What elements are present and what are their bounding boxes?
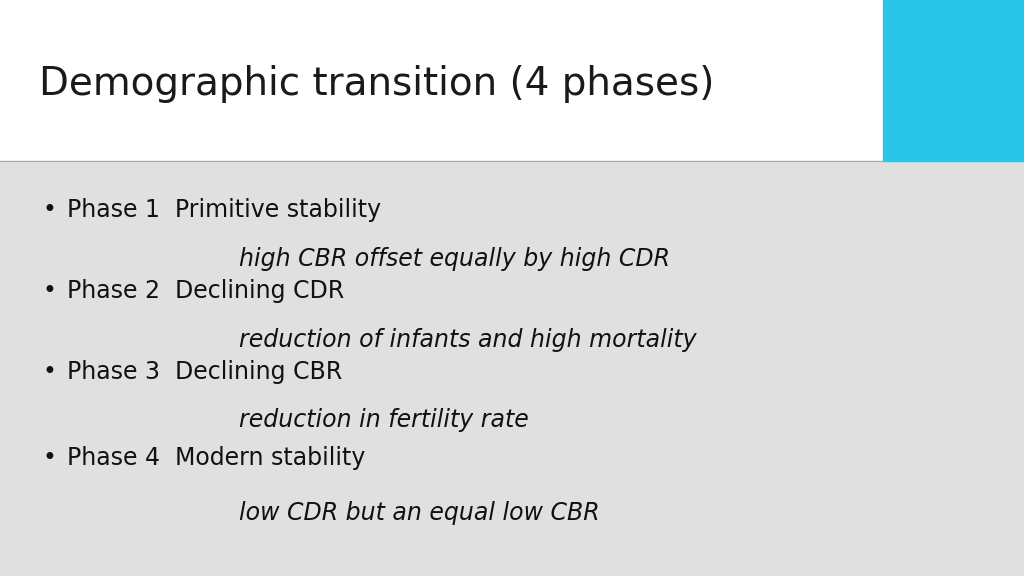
- Bar: [883, 0, 1024, 161]
- Text: Phase 1  Primitive stability: Phase 1 Primitive stability: [67, 198, 381, 222]
- Text: •: •: [42, 279, 56, 303]
- Text: Phase 3  Declining CBR: Phase 3 Declining CBR: [67, 359, 342, 384]
- Bar: [0, 0, 883, 161]
- Text: Phase 2  Declining CDR: Phase 2 Declining CDR: [67, 279, 344, 303]
- Text: •: •: [42, 198, 56, 222]
- Text: reduction in fertility rate: reduction in fertility rate: [179, 408, 529, 433]
- Text: low CDR but an equal low CBR: low CDR but an equal low CBR: [179, 501, 600, 525]
- Text: Phase 4  Modern stability: Phase 4 Modern stability: [67, 446, 365, 470]
- Text: •: •: [42, 446, 56, 470]
- Text: high CBR offset equally by high CDR: high CBR offset equally by high CDR: [179, 247, 670, 271]
- Text: •: •: [42, 359, 56, 384]
- Text: reduction of infants and high mortality: reduction of infants and high mortality: [179, 328, 696, 352]
- Text: Demographic transition (4 phases): Demographic transition (4 phases): [39, 65, 715, 103]
